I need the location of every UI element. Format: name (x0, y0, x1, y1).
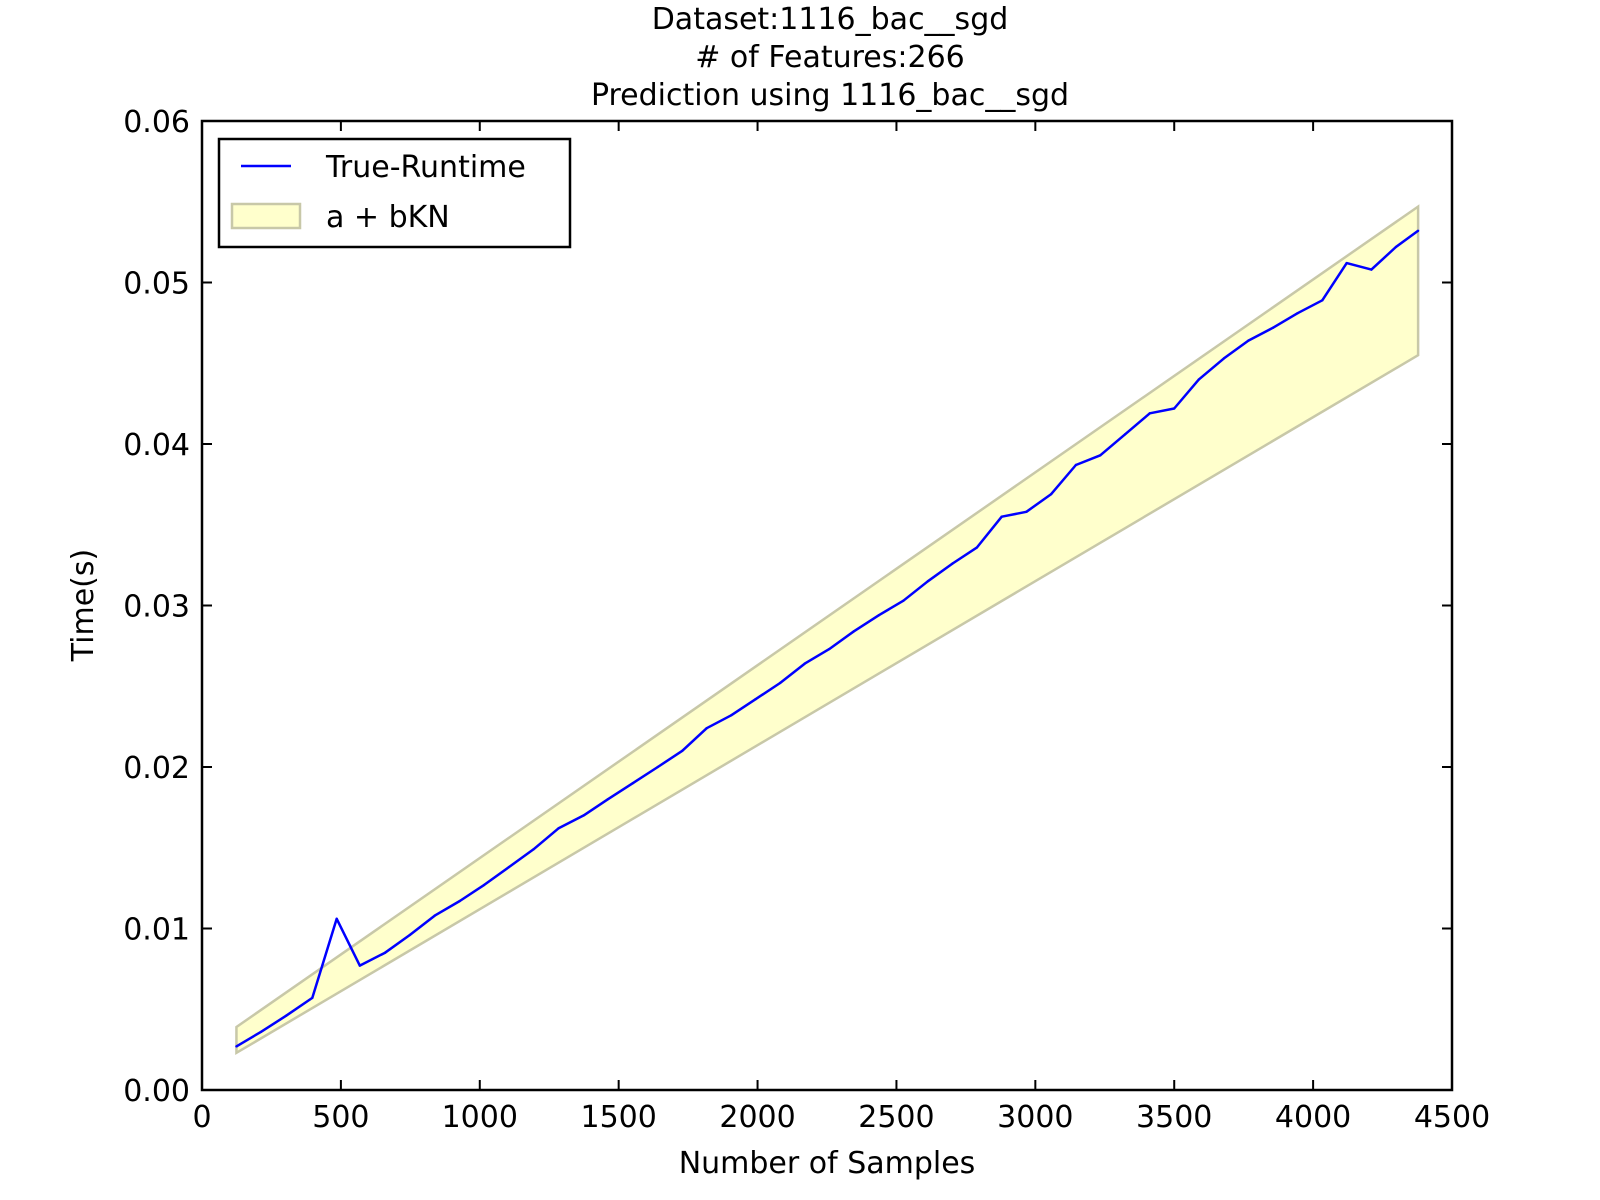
x-axis-label: Number of Samples (679, 1146, 976, 1181)
data-point-16 (631, 782, 634, 785)
data-point-40 (1222, 357, 1226, 360)
data-point-45 (1345, 261, 1348, 265)
data-point-9 (458, 899, 461, 903)
data-point-43 (1296, 312, 1299, 315)
data-point-5 (358, 964, 361, 967)
data-point-36 (1123, 433, 1127, 436)
data-point-38 (1173, 407, 1176, 410)
data-point-18 (681, 749, 684, 752)
y-tick-label: 0.01 (123, 913, 190, 948)
data-point-12 (532, 848, 535, 851)
data-point-31 (1000, 515, 1003, 518)
x-tick-label: 500 (312, 1100, 369, 1135)
title-line-3: Prediction using 1116_bac__sgd (591, 78, 1069, 113)
x-tick-label: 4000 (1275, 1100, 1351, 1135)
data-point-44 (1321, 299, 1324, 302)
data-point-2 (285, 1014, 288, 1017)
title-line-1: Dataset:1116_bac__sgd (652, 2, 1009, 37)
legend-label-true-runtime: True-Runtime (325, 150, 526, 185)
data-point-6 (383, 951, 387, 954)
legend: True-Runtime a + bKN (217, 137, 572, 249)
data-point-41 (1247, 339, 1250, 342)
data-point-21 (754, 698, 757, 701)
data-point-39 (1197, 378, 1201, 381)
y-tick-label: 0.05 (123, 267, 190, 302)
data-point-13 (557, 827, 560, 830)
y-axis-label: Time(s) (66, 549, 101, 662)
data-point-7 (408, 933, 411, 937)
data-point-30 (975, 546, 979, 549)
data-point-29 (951, 562, 954, 565)
data-point-34 (1074, 463, 1078, 467)
data-point-0 (235, 1045, 238, 1048)
y-tick-label: 0.03 (123, 590, 190, 625)
data-point-33 (1050, 492, 1053, 496)
data-point-11 (507, 865, 511, 869)
plot-area (235, 204, 1420, 1056)
legend-band-swatch (230, 202, 302, 230)
data-point-32 (1025, 510, 1028, 513)
data-point-19 (705, 727, 708, 730)
data-point-3 (311, 996, 314, 1000)
x-tick-label: 0 (192, 1100, 211, 1135)
data-point-24 (828, 647, 831, 651)
data-point-46 (1370, 268, 1373, 271)
data-point-37 (1148, 412, 1152, 415)
title-line-2: # of Features:266 (695, 40, 965, 75)
data-point-4 (335, 917, 338, 920)
data-point-23 (803, 662, 806, 665)
x-axis: 0 500 1000 1500 2000 2500 3000 3500 4000 4500 (192, 121, 1490, 1135)
y-axis: 0.00 0.01 0.02 0.03 0.04 0.05 0.06 (123, 105, 1452, 1109)
data-point-28 (926, 580, 929, 583)
y-tick-label: 0.02 (123, 751, 190, 786)
legend-label-band: a + bKN (326, 200, 450, 235)
data-point-26 (877, 614, 881, 617)
x-tick-label: 1500 (580, 1100, 656, 1135)
chart-title: Dataset:1116_bac__sgd # of Features:266 … (591, 2, 1069, 113)
y-tick-label: 0.00 (123, 1074, 190, 1109)
data-point-14 (582, 814, 585, 817)
y-tick-label: 0.06 (123, 105, 190, 140)
data-point-20 (730, 714, 733, 717)
data-point-17 (656, 765, 659, 769)
data-point-22 (778, 681, 782, 685)
band-a-plus-bkn (235, 204, 1420, 1056)
data-point-15 (606, 798, 609, 801)
data-point-35 (1099, 454, 1102, 457)
x-tick-label: 1000 (442, 1100, 518, 1135)
data-point-47 (1394, 245, 1398, 249)
x-tick-label: 3000 (997, 1100, 1073, 1135)
data-point-27 (902, 599, 905, 602)
x-tick-label: 3500 (1136, 1100, 1212, 1135)
x-tick-label: 2000 (719, 1100, 795, 1135)
data-point-42 (1271, 326, 1275, 329)
data-point-1 (259, 1030, 263, 1034)
data-point-48 (1416, 229, 1420, 232)
y-tick-label: 0.04 (123, 428, 190, 463)
x-tick-label: 4500 (1414, 1100, 1490, 1135)
data-point-8 (433, 914, 436, 917)
data-point-25 (852, 630, 856, 633)
data-point-10 (483, 883, 486, 887)
x-tick-label: 2500 (858, 1100, 934, 1135)
